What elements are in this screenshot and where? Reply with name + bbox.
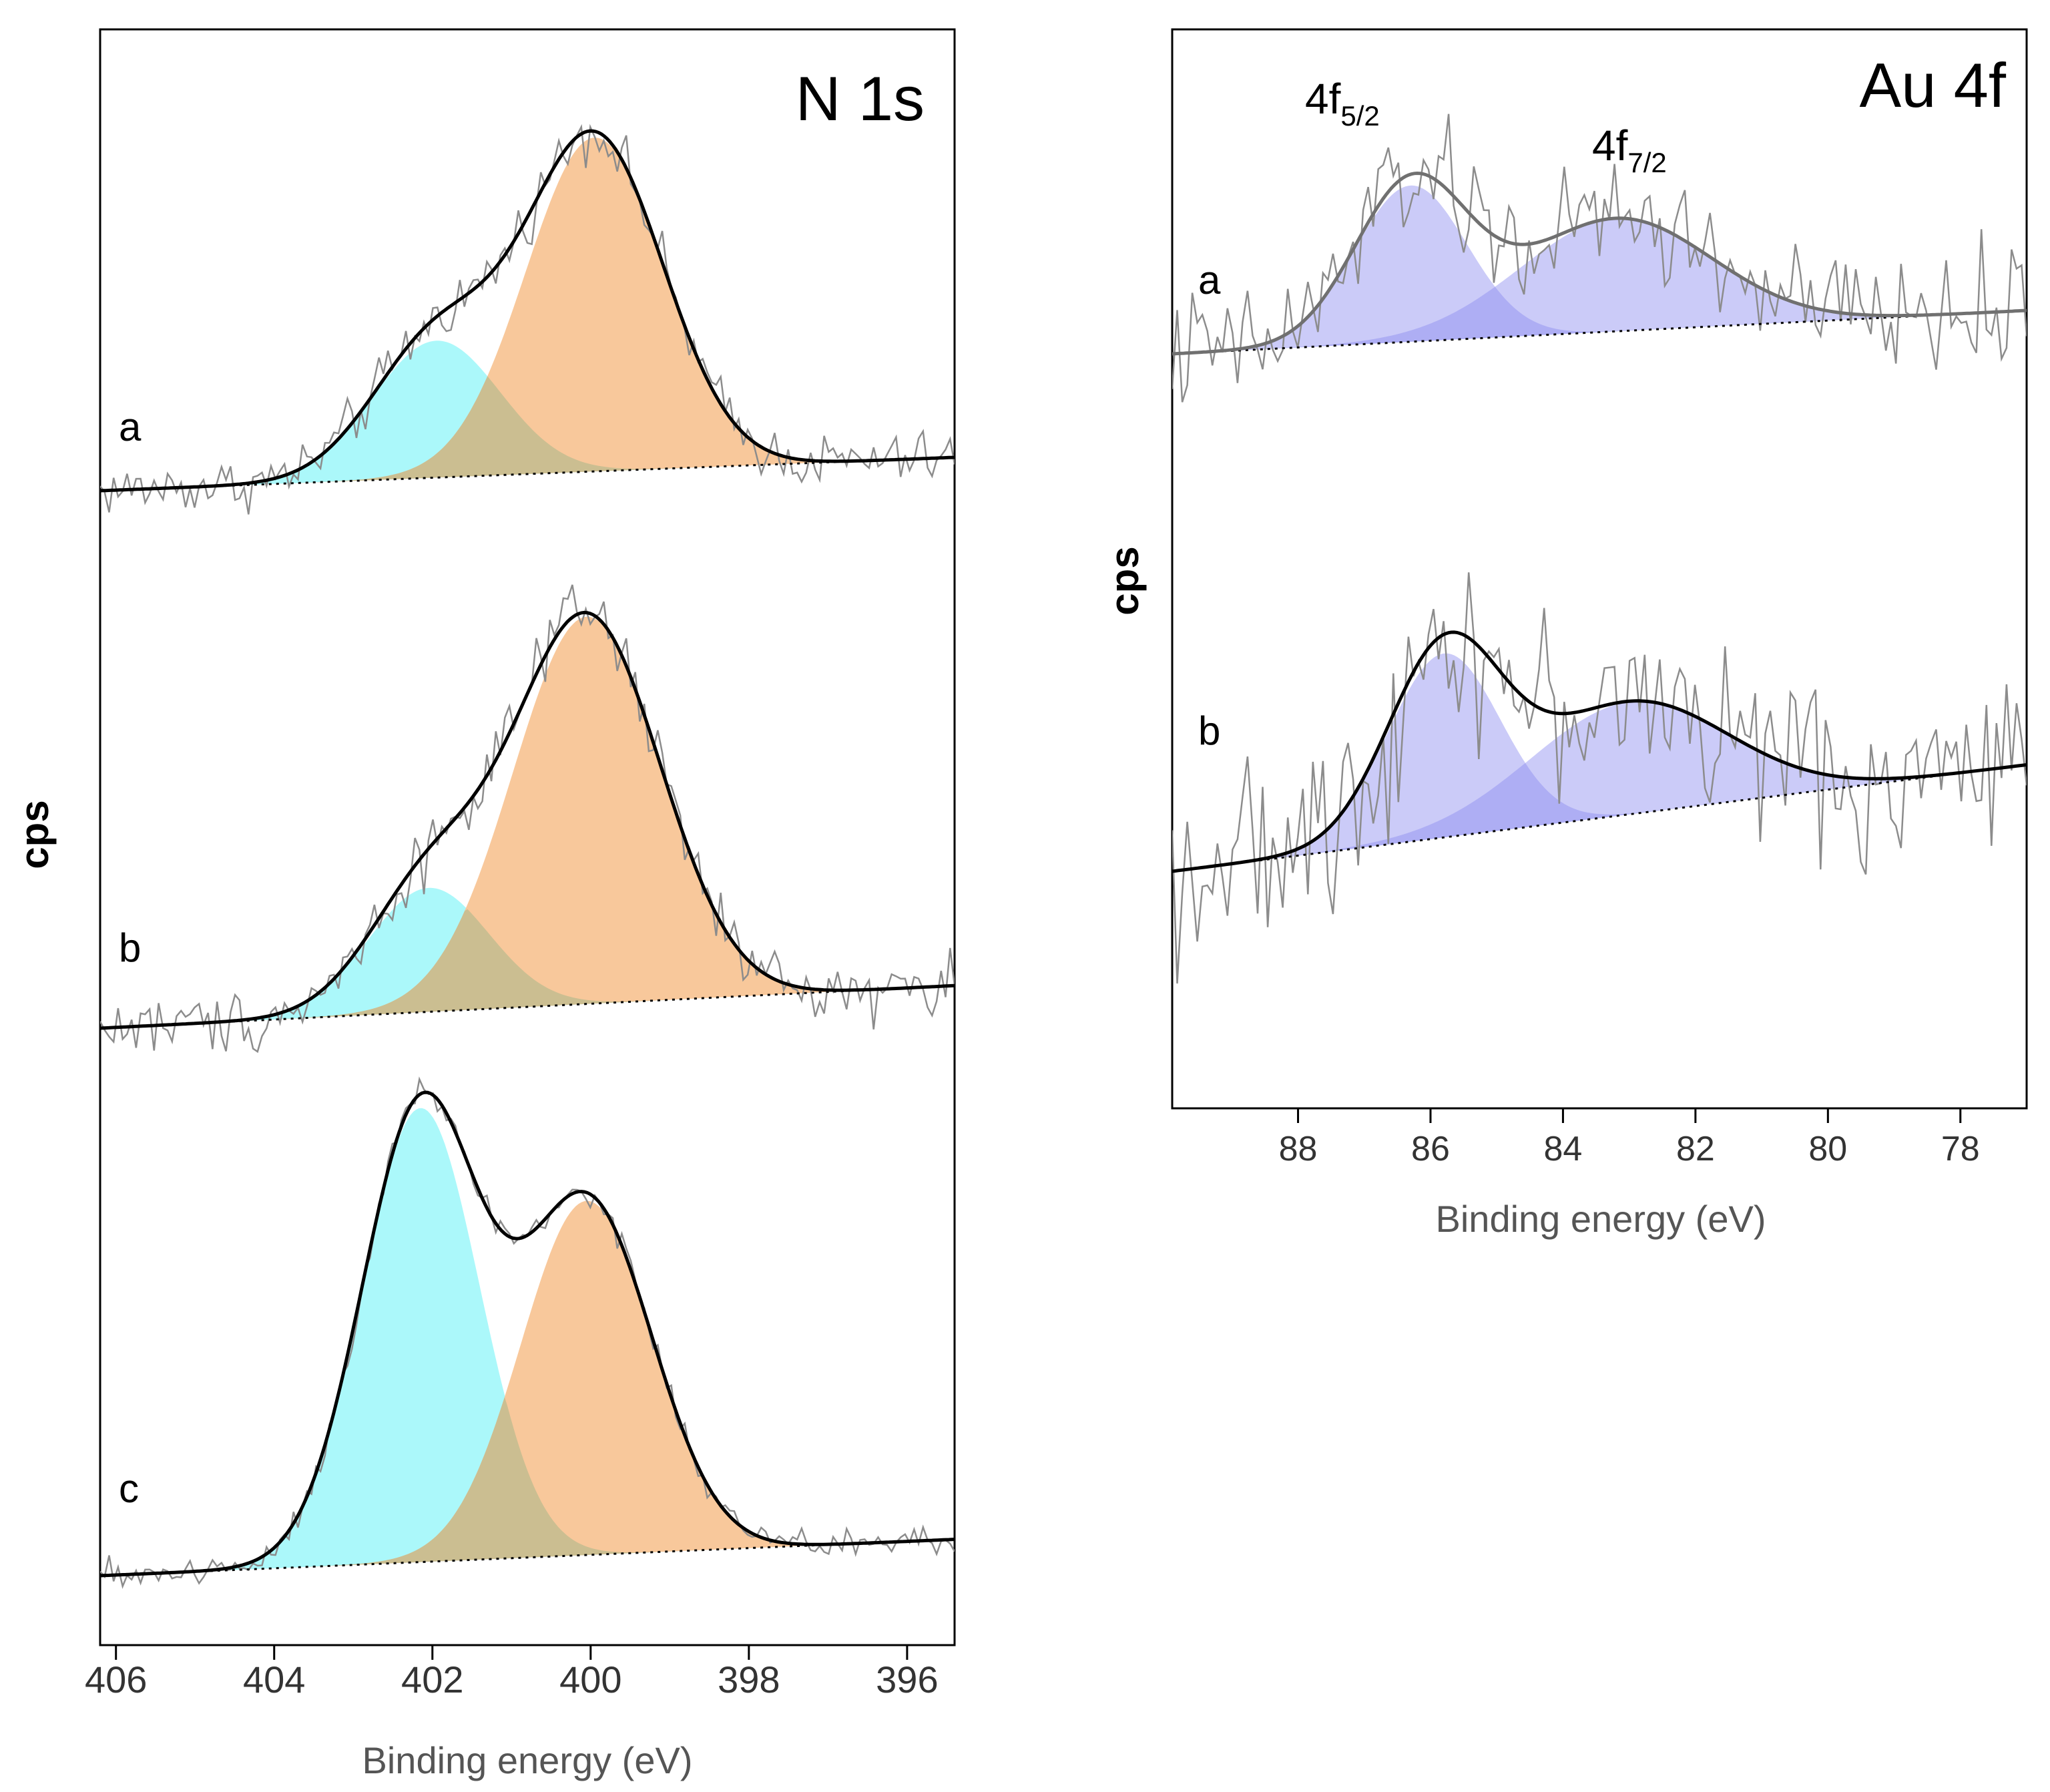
component-peak-2 [100,138,955,491]
spectrum-label-b: b [119,925,141,970]
fit-envelope-line [1172,171,2027,356]
peak-label-4f72-main: 4f [1592,122,1628,170]
x-tick-label-402: 402 [401,1658,463,1701]
spectrum-a [1172,114,2027,403]
au4f-y-axis-label: cps [1102,546,1147,615]
background-line [100,456,955,492]
spectrum-b [100,584,955,1054]
spectrum-c [100,1076,955,1589]
component-peak-1 [1172,185,2027,354]
x-tick-label-82: 82 [1676,1130,1715,1168]
x-tick-label-406: 406 [85,1658,147,1701]
au4f-x-axis: 88 86 84 82 80 78 [1279,1108,1980,1168]
peak-label-4f52-sub: 5/2 [1340,100,1379,132]
n1s-x-axis: 406 404 402 400 398 396 [85,1645,939,1701]
spectrum-a [100,124,955,515]
x-tick-label-84: 84 [1544,1130,1583,1168]
x-tick-label-400: 400 [559,1658,621,1701]
au4f-x-axis-label: Binding energy (eV) [1436,1198,1766,1240]
spectrum-b [1172,572,2027,984]
au4f-plot-area [1172,114,2027,984]
x-tick-label-88: 88 [1279,1130,1318,1168]
fit-envelope-line [100,1090,955,1578]
au4f-panel: 88 86 84 82 80 78 Au 4f Binding energy (eV) c… [1102,28,2028,1240]
au4f-spectrum-label-a: a [1198,258,1221,302]
peak-label-4f72-sub: 7/2 [1627,147,1666,178]
raw-spectrum-line [1172,114,2027,403]
spectrum-label-c: c [119,1466,139,1511]
n1s-x-axis-label: Binding energy (eV) [362,1739,693,1781]
x-tick-label-396: 396 [876,1658,938,1701]
component-peak-2 [1172,218,2027,354]
au4f-panel-title: Au 4f [1860,50,2007,120]
au4f-plot-frame [1171,28,2028,1110]
component-overlap [100,376,955,491]
n1s-panel: 406 404 402 400 398 396 N 1s Binding energy (… [12,28,956,1781]
raw-spectrum-line [100,124,955,515]
x-tick-label-80: 80 [1808,1130,1847,1168]
x-tick-label-404: 404 [243,1658,305,1701]
background-line [100,984,955,1030]
raw-spectrum-line [1172,572,2027,984]
au4f-spectrum-label-b: b [1198,708,1220,753]
x-tick-label-78: 78 [1941,1130,1980,1168]
n1s-panel-title: N 1s [796,63,925,134]
background-line [1172,309,2027,355]
peak-label-4f52-main: 4f [1305,75,1341,123]
x-tick-label-398: 398 [718,1658,780,1701]
n1s-y-axis-label: cps [12,800,57,869]
component-overlap [100,1397,955,1576]
component-peak-1 [1172,653,2027,871]
component-peak-2 [100,616,955,1028]
fit-envelope-line [100,129,955,493]
component-peak-2 [1172,701,2027,871]
fit-envelope-line [1172,630,2027,873]
peak-label-4f72: 4f7/2 [1592,122,1667,178]
peak-label-4f52: 4f5/2 [1305,75,1380,132]
component-peak-2 [100,1200,955,1576]
x-tick-label-86: 86 [1411,1130,1450,1168]
fit-envelope-line [100,610,955,1030]
n1s-plot-area [100,124,955,1589]
n1s-plot-frame [99,28,956,1646]
spectrum-label-a: a [119,405,142,449]
component-overlap [100,909,955,1028]
